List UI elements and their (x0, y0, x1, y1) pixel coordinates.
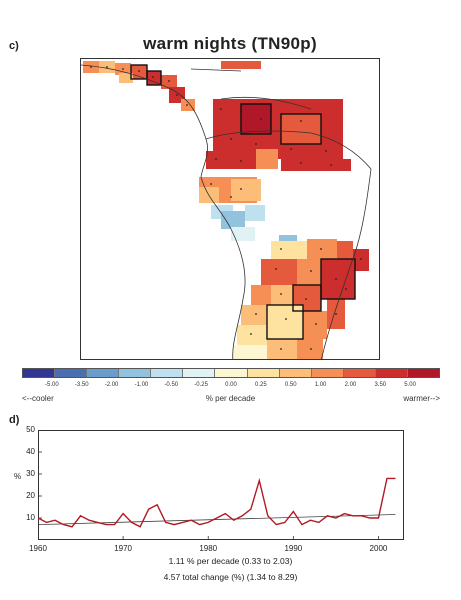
panel-d-label: d) (9, 414, 20, 426)
colorbar-swatch (311, 369, 344, 377)
colorbar (22, 368, 440, 378)
trend-map (81, 61, 372, 359)
colorbar-warmer-label: warmer--> (403, 394, 440, 403)
y-tick-label: 40 (26, 447, 35, 456)
colorbar-swatch (407, 369, 440, 377)
colorbar-tick-label: 0.00 (225, 382, 237, 388)
colorbar-tick-label: 0.50 (284, 382, 297, 388)
colorbar-tick-label: 3.50 (374, 382, 387, 388)
trend-line (38, 514, 396, 525)
chart-border (38, 430, 404, 540)
linear-trend (38, 514, 396, 525)
caribbean-grid-cells (206, 99, 351, 171)
trend-total-change: 4.57 total change (%) (1.34 to 8.29) (163, 572, 298, 582)
trend-per-decade: 1.11 % per decade (0.33 to 2.03) (168, 556, 293, 566)
colorbar-tick-label: -0.50 (164, 382, 179, 388)
andes-grid-cells (199, 177, 297, 249)
significance-boxes (130, 64, 356, 340)
trend-stats: 1.11 % per decade (0.33 to 2.03) 4.57 to… (0, 553, 461, 585)
x-tick-label: 2000 (369, 544, 388, 553)
colorbar-tick-label: -1.00 (134, 382, 149, 388)
colorbar-swatch (151, 369, 184, 377)
y-tick-label: 10 (26, 513, 35, 522)
panel-c-label: c) (9, 40, 19, 52)
colorbar-swatch (55, 369, 88, 377)
colorbar-swatch (87, 369, 120, 377)
colorbar-cooler-label: <--cooler (22, 394, 54, 403)
x-tick-label: 1970 (114, 544, 132, 553)
colorbar-swatch (279, 369, 312, 377)
colorbar-tick-label: 0.25 (255, 382, 267, 388)
colorbar-swatch (119, 369, 152, 377)
colorbar-tick-label: 5.00 (404, 382, 416, 388)
significance-dots (90, 66, 362, 350)
time-series-chart (38, 430, 404, 540)
x-tick-label: 1960 (29, 544, 47, 553)
colorbar-tick-label: -3.50 (74, 382, 89, 388)
y-tick-label: 20 (26, 491, 35, 500)
colorbar-units-label: % per decade (205, 394, 256, 403)
colorbar-swatch (343, 369, 376, 377)
y-axis-label: % (14, 472, 22, 481)
colorbar-tick-label: 1.00 (314, 382, 327, 388)
series-line (38, 477, 396, 528)
colorbar-swatch (247, 369, 280, 377)
colorbar-tick-label: -2.00 (104, 382, 119, 388)
map-frame (80, 58, 380, 360)
colorbar-swatch (375, 369, 408, 377)
colorbar-swatch (215, 369, 248, 377)
x-tick-label: 1990 (284, 544, 303, 553)
map-title: warm nights (TN90p) (143, 34, 317, 53)
colorbar-tick-label: -0.25 (194, 382, 208, 388)
colorbar-swatch (183, 369, 216, 377)
colorbar-tick-label: 2.00 (344, 382, 357, 388)
x-tick-label: 1980 (199, 544, 218, 553)
colorbar-swatch (23, 369, 56, 377)
colorbar-tick-label: -5.00 (45, 382, 59, 388)
coastlines (81, 64, 372, 359)
y-tick-label: 50 (26, 425, 35, 434)
southern-cone-grid-cells (233, 239, 369, 359)
y-tick-label: 30 (26, 469, 35, 478)
series-polyline (38, 477, 396, 528)
